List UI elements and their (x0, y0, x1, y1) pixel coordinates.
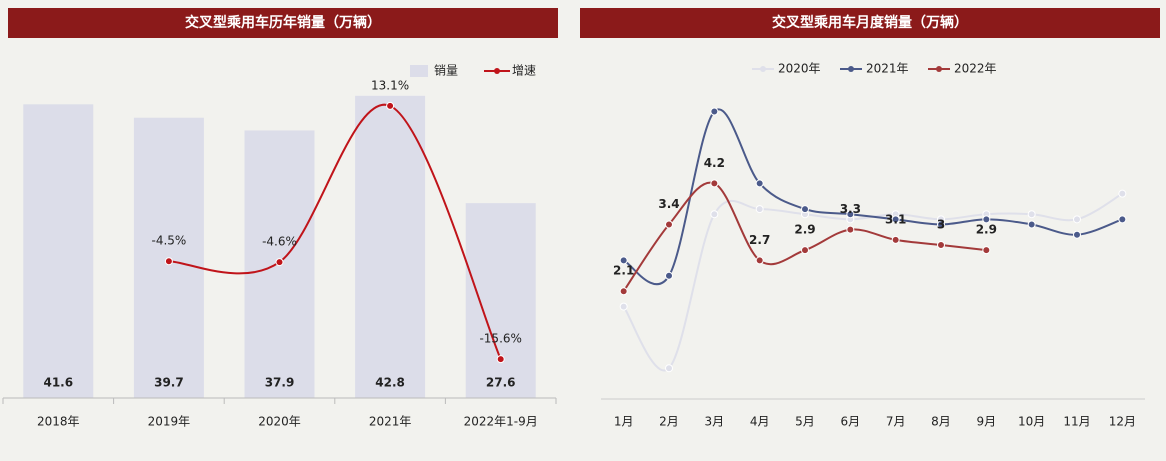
data-point (982, 246, 991, 255)
data-point (755, 179, 764, 188)
x-tick-label: 8月 (931, 415, 951, 429)
data-point (755, 256, 764, 265)
data-label: -4.5% (151, 234, 186, 248)
chart-title: 交叉型乘用车月度销量（万辆） (772, 14, 968, 31)
data-point (846, 225, 855, 234)
data-label: 4.2 (704, 156, 725, 170)
data-point (619, 302, 628, 311)
x-tick-label: 10月 (1018, 415, 1045, 429)
data-point (1073, 230, 1081, 239)
data-point (755, 205, 764, 214)
data-point (710, 179, 719, 188)
data-label: 2.9 (976, 223, 997, 237)
x-tick-label: 3月 (705, 415, 725, 429)
x-tick-label: 2月 (659, 415, 679, 429)
x-tick-label: 2020年 (258, 415, 301, 429)
legend-swatch (410, 65, 428, 77)
data-point (710, 107, 719, 116)
legend-swatch (936, 66, 942, 72)
x-tick-label: 2019年 (148, 415, 191, 429)
data-label: 3.1 (885, 212, 906, 226)
bar-label: 42.8 (375, 376, 405, 390)
bar-label: 27.6 (486, 376, 516, 390)
data-point (275, 258, 284, 267)
series-line (622, 181, 987, 292)
data-label: -15.6% (479, 332, 521, 346)
x-tick-label: 2018年 (37, 415, 80, 429)
legend-label: 2020年 (778, 62, 821, 76)
data-point (937, 241, 945, 249)
legend-swatch (848, 66, 854, 72)
data-point (1073, 215, 1081, 224)
legend-swatch (494, 68, 500, 74)
bar (23, 104, 94, 398)
x-tick-label: 12月 (1109, 415, 1136, 429)
bar (465, 203, 536, 398)
data-point (665, 220, 673, 229)
data-point (665, 364, 673, 373)
data-label: -4.6% (262, 235, 297, 249)
data-label: 3.4 (658, 197, 679, 211)
data-label: 2.1 (613, 264, 634, 278)
header-bar (580, 8, 1160, 38)
legend-swatch (760, 66, 766, 72)
data-point (619, 256, 628, 265)
x-tick-label: 2021年 (369, 415, 412, 429)
series-line (168, 103, 502, 360)
data-label: 13.1% (371, 78, 409, 92)
data-point (846, 210, 855, 219)
bar-label: 41.6 (43, 376, 73, 390)
data-point (1118, 189, 1127, 198)
bar (355, 95, 426, 398)
data-point (891, 215, 900, 224)
x-tick-label: 11月 (1063, 415, 1090, 429)
bar-label: 39.7 (154, 376, 184, 390)
legend-label: 销量 (434, 64, 458, 78)
data-point (1027, 220, 1036, 229)
x-tick-label: 4月 (750, 415, 770, 429)
data-point (801, 246, 809, 255)
x-tick-label: 1月 (614, 415, 634, 429)
x-tick-label: 7月 (886, 415, 906, 429)
header-bar (8, 8, 558, 38)
data-label: 3.3 (840, 202, 861, 216)
legend-label: 2021年 (866, 62, 909, 76)
data-point (891, 235, 900, 244)
data-label: 2.7 (749, 233, 770, 247)
data-point (982, 215, 991, 224)
data-point (710, 210, 719, 219)
data-point (386, 101, 395, 110)
data-point (496, 355, 505, 364)
data-point (801, 205, 809, 214)
data-label: 3 (937, 218, 945, 232)
legend-label: 2022年 (954, 62, 997, 76)
bar-label: 37.9 (265, 376, 295, 390)
chart-title: 交叉型乘用车历年销量（万辆） (185, 14, 381, 31)
x-tick-label: 5月 (795, 415, 815, 429)
data-point (619, 287, 628, 296)
data-point (937, 220, 945, 229)
legend-label: 增速 (512, 64, 536, 78)
data-point (1027, 210, 1036, 219)
data-point (1118, 215, 1127, 224)
x-tick-label: 9月 (977, 415, 997, 429)
x-tick-label: 6月 (841, 415, 861, 429)
data-label: 2.9 (794, 223, 815, 237)
x-tick-label: 2022年1-9月 (464, 415, 538, 429)
data-point (665, 271, 673, 280)
data-point (164, 257, 173, 266)
